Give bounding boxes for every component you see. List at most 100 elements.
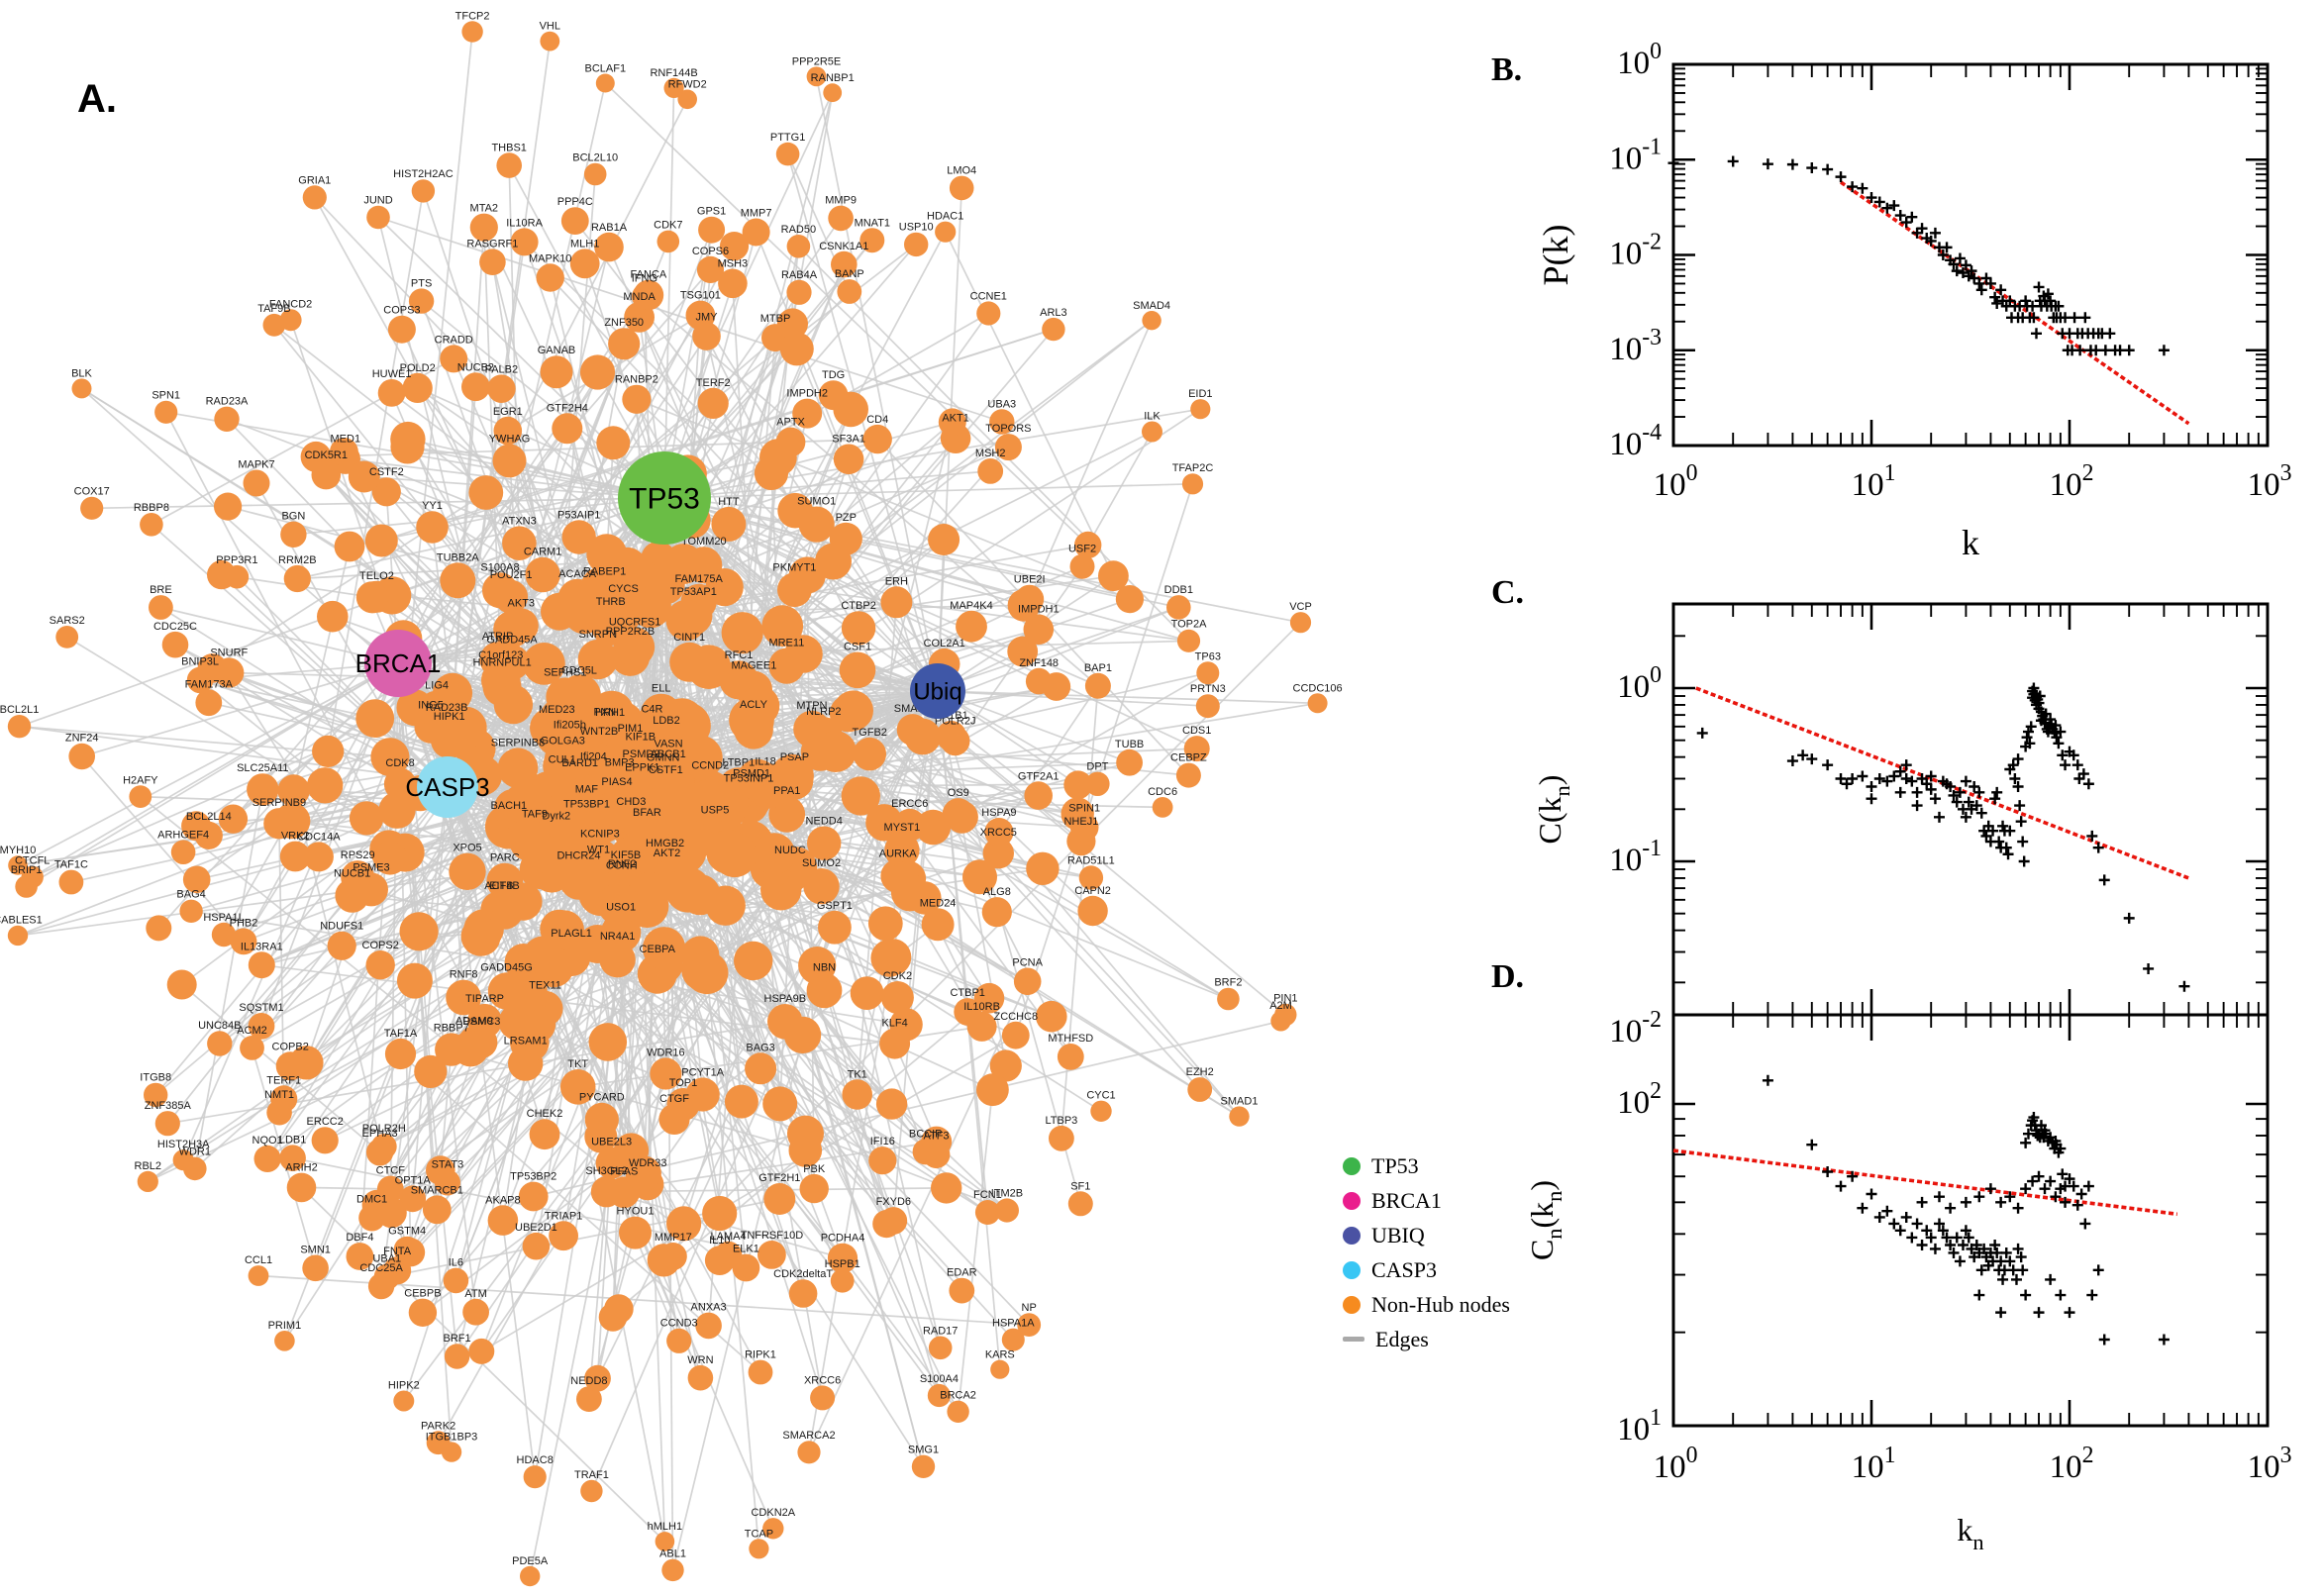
network-node-label: ABL1 [659,1548,686,1560]
legend-item-label: TP53 [1371,1152,1419,1178]
axis-tick-label: 102 [1617,1078,1662,1121]
network-node-label: TOP2A [1171,619,1208,631]
network-node-label: SLC25A11 [237,762,288,774]
network-node [974,1200,1000,1225]
network-node [129,785,152,808]
network-node-label: SNURF [210,647,248,658]
panel-b-label: B. [1491,51,1523,88]
data-point-marker [1933,1191,1945,1203]
data-point-marker [1866,781,1877,793]
network-node-label: GSTM4 [388,1226,426,1238]
network-node-label: TEX11 [529,980,561,992]
network-node-label: EPPK1 [625,761,659,773]
network-node [494,579,529,614]
network-node-label: Ifi204 [580,751,607,763]
network-node-label: COPS6 [692,246,729,257]
network-node-label: RAD23B [426,702,468,714]
hub-node-casp3 [417,756,478,818]
network-node-label: ITGB1BP3 [426,1432,478,1444]
data-point-marker [1894,1225,1906,1237]
network-node [408,1298,438,1328]
network-node [540,909,579,948]
data-point-marker [2075,1188,2087,1200]
network-node-label: NEDD4 [806,816,843,828]
network-node [279,841,311,872]
network-node [759,439,797,476]
network-node-label: MED1 [331,434,361,446]
data-point-marker [1667,157,1679,169]
network-node [303,842,334,872]
network-node [1063,770,1093,800]
network-node [788,556,826,594]
network-node-label: CDC14A [297,832,341,844]
network-node [590,791,635,836]
network-node-label: FNTA [383,1246,412,1257]
network-node [302,1254,329,1282]
network-node [399,912,439,951]
network-node-label: EID1 [1188,388,1212,400]
network-node-label: TUBB2A [437,551,479,563]
network-node-label: IFNG [632,273,657,285]
network-node-label: SMAD1 [1221,1095,1259,1107]
network-node-label: BNIP3L [181,656,219,668]
data-point-marker [1873,196,1885,208]
network-node-label: AKT1 [942,412,969,424]
network-node [665,866,711,913]
network-node-label: GSPT1 [817,900,853,912]
network-node [1069,553,1095,579]
network-node-label: UBA1 [372,1253,401,1265]
network-node-label: TOMM20 [681,536,727,548]
network-node [552,413,583,445]
network-node-label: PSMC3 [462,1016,500,1028]
network-node-label: TP53INP1 [724,772,774,784]
hub-node-brca1 [364,630,432,697]
network-node [525,556,560,593]
network-node-label: BMP3 [605,756,635,768]
network-node [441,1442,462,1462]
data-point-marker [2007,759,2019,771]
network-node [181,811,212,842]
network-node-label: ITGB8 [140,1072,171,1084]
network-node-label: BRF1 [444,1333,471,1345]
data-point-marker [1911,786,1923,798]
data-point-marker [1989,793,2001,805]
network-node [277,774,310,807]
network-node [1142,311,1162,331]
network-node [833,391,868,428]
network-node-label: MNAT1 [855,217,890,229]
network-node-label: PYCARD [579,1092,625,1104]
network-node-label: TP53BP2 [510,1171,556,1183]
network-node [976,1073,1009,1107]
network-node-label: CHEK2 [527,1108,563,1120]
data-point-marker [1941,242,1953,253]
data-point-marker [1911,1218,1923,1230]
network-node [561,520,596,554]
network-node-label: GMNN [647,751,680,763]
network-node-label: CYC1 [1086,1090,1115,1102]
network-node-labels: MNDA Ifi205b ZNF24 USF2 BCCIP WDR33 POLR2H MNAT… [0,10,1343,1567]
network-node [577,639,618,680]
network-node [1057,1044,1084,1070]
network-node [874,939,912,976]
network-node [721,612,763,654]
network-node [1042,317,1065,342]
network-node-label: RAD51L1 [1067,854,1115,866]
network-node [560,207,589,236]
network-node [867,906,903,942]
network-node [718,268,748,299]
network-node-label: TRIAP1 [545,1210,583,1222]
network-node [365,950,395,980]
network-node-label: YY1 [422,500,443,512]
data-point-marker [1841,778,1853,790]
scatter-points [1667,155,2170,356]
data-point-marker [1945,1202,1957,1214]
network-node [872,1210,901,1239]
network-node [786,235,811,258]
network-node-label: CCL1 [245,1254,272,1266]
data-point-marker [2042,288,2054,300]
network-node [540,31,560,51]
network-node-label: SARS2 [50,615,85,627]
network-node [786,279,812,305]
network-node-label: CDC5L [561,664,597,676]
data-point-marker [1866,793,1877,805]
